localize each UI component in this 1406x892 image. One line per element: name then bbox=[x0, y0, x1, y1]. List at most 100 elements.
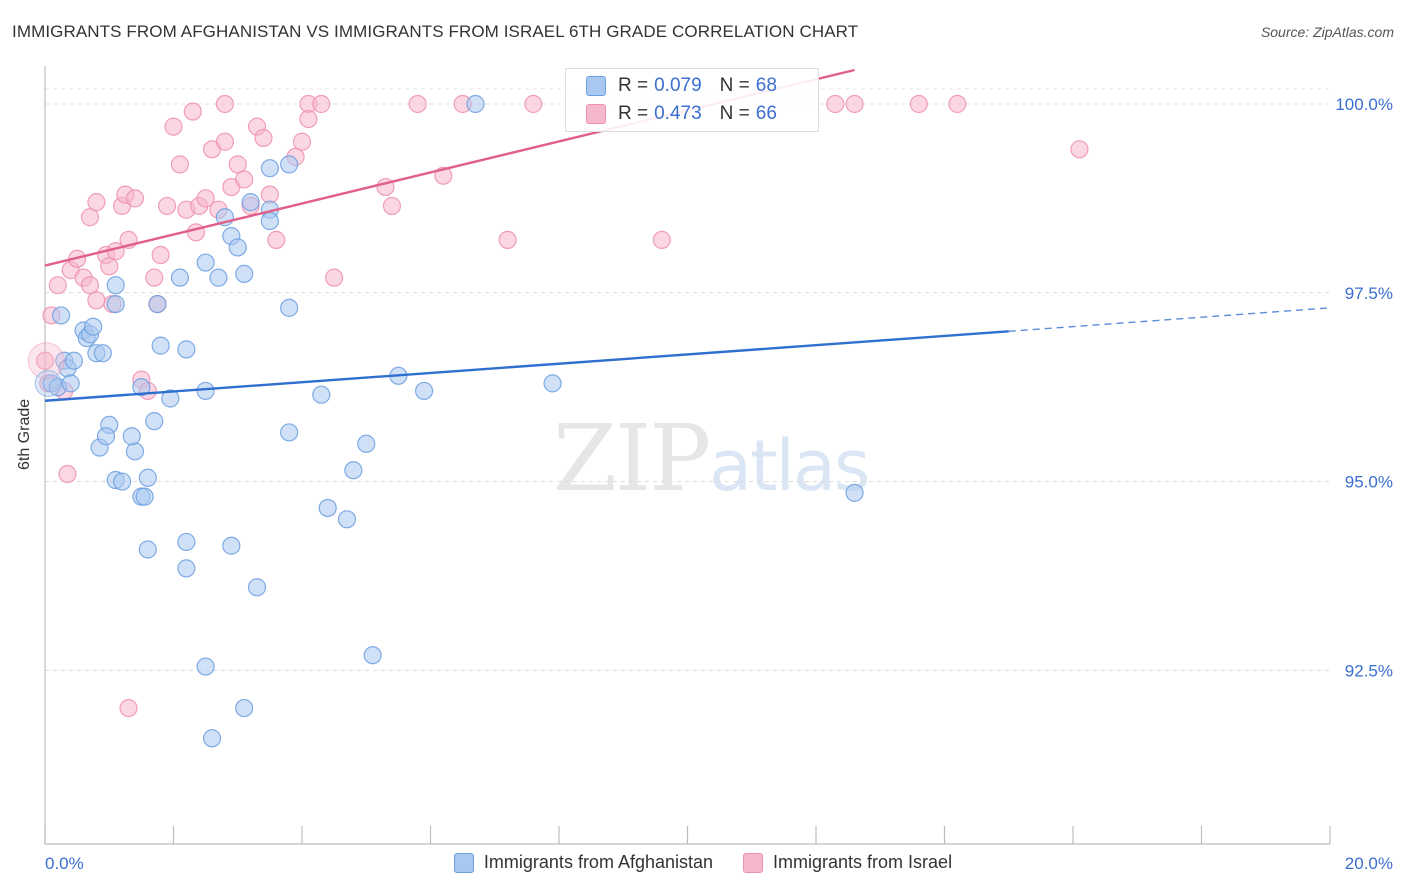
afghanistan-point bbox=[414, 381, 434, 401]
israel-point bbox=[524, 94, 543, 114]
israel-point bbox=[157, 196, 177, 216]
legend-item-afghanistan[interactable]: Immigrants from Afghanistan bbox=[453, 852, 713, 873]
afghanistan-point bbox=[132, 378, 151, 397]
afghanistan-point bbox=[135, 487, 154, 506]
israel-point bbox=[215, 94, 234, 114]
afghanistan-point bbox=[196, 657, 215, 676]
israel-point bbox=[87, 291, 106, 310]
israel-point bbox=[35, 351, 55, 370]
afghanistan-point bbox=[363, 646, 382, 665]
israel-point bbox=[186, 223, 206, 242]
israel-point bbox=[909, 94, 928, 114]
israel-point bbox=[48, 276, 67, 295]
stats-row-israel: R = 0.473 N = 66 bbox=[586, 103, 777, 125]
legend-swatch-afghanistan bbox=[453, 852, 474, 873]
israel-r-value: 0.473 bbox=[654, 103, 702, 124]
watermark: ZIPatlas bbox=[553, 405, 870, 512]
israel-swatch bbox=[586, 104, 606, 124]
afghanistan-point bbox=[260, 159, 279, 178]
afghanistan-point bbox=[209, 268, 228, 287]
afghanistan-point bbox=[61, 374, 80, 393]
stats-row-afghanistan: R = 0.079 N = 68 bbox=[586, 75, 777, 97]
afghanistan-point bbox=[177, 559, 196, 578]
afghanistan-point bbox=[106, 276, 125, 295]
afghanistan-r-label: R = bbox=[618, 75, 649, 96]
afghanistan-point bbox=[247, 578, 267, 597]
israel-point bbox=[408, 94, 427, 114]
israel-point bbox=[87, 193, 106, 212]
watermark-zip: ZIP bbox=[553, 405, 711, 512]
afghanistan-point bbox=[241, 193, 260, 212]
afghanistan-point bbox=[318, 498, 337, 518]
israel-point bbox=[58, 464, 77, 484]
israel-point bbox=[235, 170, 254, 189]
israel-point bbox=[498, 230, 517, 250]
afghanistan-point bbox=[138, 540, 157, 559]
israel-point bbox=[196, 189, 215, 208]
afghanistan-point bbox=[96, 427, 116, 446]
legend-swatch-israel bbox=[743, 852, 764, 873]
israel-point bbox=[164, 117, 183, 136]
afghanistan-point bbox=[543, 374, 562, 393]
afghanistan-point bbox=[337, 510, 357, 529]
afghanistan-point bbox=[280, 298, 299, 317]
israel-point bbox=[254, 128, 273, 148]
afghanistan-point bbox=[177, 532, 196, 552]
afghanistan-swatch bbox=[586, 76, 606, 96]
afghanistan-point bbox=[64, 351, 84, 370]
afghanistan-point bbox=[112, 472, 132, 491]
afghanistan-point bbox=[196, 381, 215, 401]
afghanistan-point bbox=[138, 468, 157, 487]
afghanistan-point bbox=[202, 729, 222, 748]
israel-point bbox=[80, 208, 100, 227]
israel-point bbox=[145, 268, 164, 287]
israel-point bbox=[215, 132, 234, 151]
israel-point bbox=[228, 155, 247, 174]
afghanistan-point bbox=[235, 264, 254, 283]
israel-point bbox=[125, 189, 145, 208]
afghanistan-point bbox=[280, 423, 299, 442]
afghanistan-point bbox=[177, 340, 196, 359]
israel-point bbox=[382, 196, 402, 216]
israel-point bbox=[170, 155, 190, 174]
israel-point bbox=[151, 245, 170, 265]
israel-point bbox=[652, 230, 671, 250]
legend-item-israel[interactable]: Immigrants from Israel bbox=[743, 852, 952, 873]
afghanistan-point bbox=[845, 483, 864, 502]
stats-legend: R = 0.079 N = 68 R = 0.473 N = 66 bbox=[565, 68, 819, 132]
israel-point bbox=[312, 94, 331, 114]
afghanistan-point bbox=[106, 294, 125, 314]
chart-title: IMMIGRANTS FROM AFGHANISTAN VS IMMIGRANT… bbox=[12, 22, 859, 41]
afghanistan-n-label: N = bbox=[719, 75, 750, 96]
chart-source: Source: ZipAtlas.com bbox=[1260, 24, 1394, 40]
afghanistan-point bbox=[84, 317, 103, 336]
watermark-atlas: atlas bbox=[709, 425, 870, 507]
afghanistan-point bbox=[228, 238, 247, 257]
israel-point bbox=[100, 257, 119, 276]
y-tick-label: 97.5% bbox=[1345, 284, 1393, 303]
afghanistan-point bbox=[51, 306, 71, 325]
afghanistan-r-value: 0.079 bbox=[654, 75, 702, 96]
israel-point bbox=[183, 102, 202, 121]
y-tick-label: 100.0% bbox=[1335, 95, 1393, 114]
afghanistan-trend-extension bbox=[1008, 307, 1331, 332]
israel-point bbox=[260, 185, 279, 204]
afghanistan-n-value: 68 bbox=[755, 75, 777, 96]
israel-point bbox=[299, 109, 318, 129]
israel-point bbox=[845, 94, 864, 114]
afghanistan-point bbox=[170, 268, 190, 287]
israel-point bbox=[267, 230, 286, 250]
afghanistan-point bbox=[344, 461, 363, 480]
israel-r-label: R = bbox=[618, 103, 649, 124]
y-tick-label: 92.5% bbox=[1345, 661, 1393, 680]
israel-n-label: N = bbox=[719, 103, 750, 124]
israel-point bbox=[292, 132, 312, 151]
israel-point bbox=[80, 276, 100, 295]
afghanistan-point bbox=[93, 344, 112, 363]
israel-point bbox=[27, 342, 65, 380]
israel-point bbox=[325, 268, 344, 287]
afghanistan-point bbox=[357, 434, 376, 453]
afghanistan-point bbox=[312, 385, 331, 404]
afghanistan-point bbox=[148, 294, 167, 314]
